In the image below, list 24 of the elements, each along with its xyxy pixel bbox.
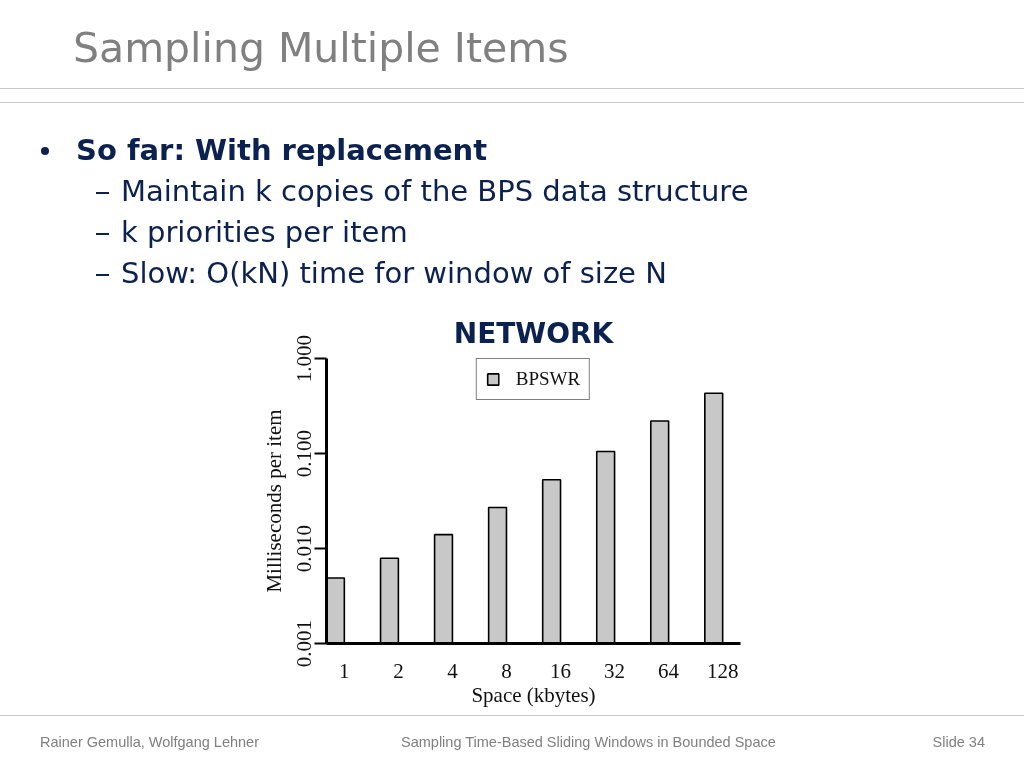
text: So far: With replacement (76, 132, 488, 169)
chart-title: Sampling Multiple Items (73, 23, 569, 74)
y-axis-title: Milliseconds per item (261, 409, 286, 593)
x-tick-label: 128 (706, 658, 739, 683)
text: Maintain k copies of the BPS data structure (121, 173, 749, 210)
x-tick-label: 1 (339, 658, 350, 683)
x-tick-label: 2 (393, 658, 404, 683)
x-tick-label: 4 (447, 658, 459, 683)
x-tick-label: 32 (604, 658, 626, 683)
y-tick-label: 0.010 (291, 524, 316, 573)
legend-label: BPSWR (515, 368, 581, 390)
x-tick-label: 16 (550, 658, 572, 683)
text: Rainer Gemulla, Wolfgang Lehner (40, 733, 259, 751)
text: Sampling Time-Based Sliding Windows in Bounded Space (401, 733, 776, 751)
text: Slide 34 (932, 733, 985, 751)
x-tick-label: 8 (501, 658, 512, 683)
x-tick-label: 64 (658, 658, 680, 683)
text: Slow: O(kN) time for window of size N (121, 255, 667, 292)
y-tick-label: 0.100 (291, 429, 316, 478)
y-tick-label: 0.001 (291, 619, 316, 668)
chart-subtitle: NETWORK (453, 316, 615, 350)
x-axis-title: Space (kbytes) (471, 682, 596, 707)
y-tick-label: 1.000 (291, 334, 316, 383)
text: k priorities per item (121, 214, 408, 251)
